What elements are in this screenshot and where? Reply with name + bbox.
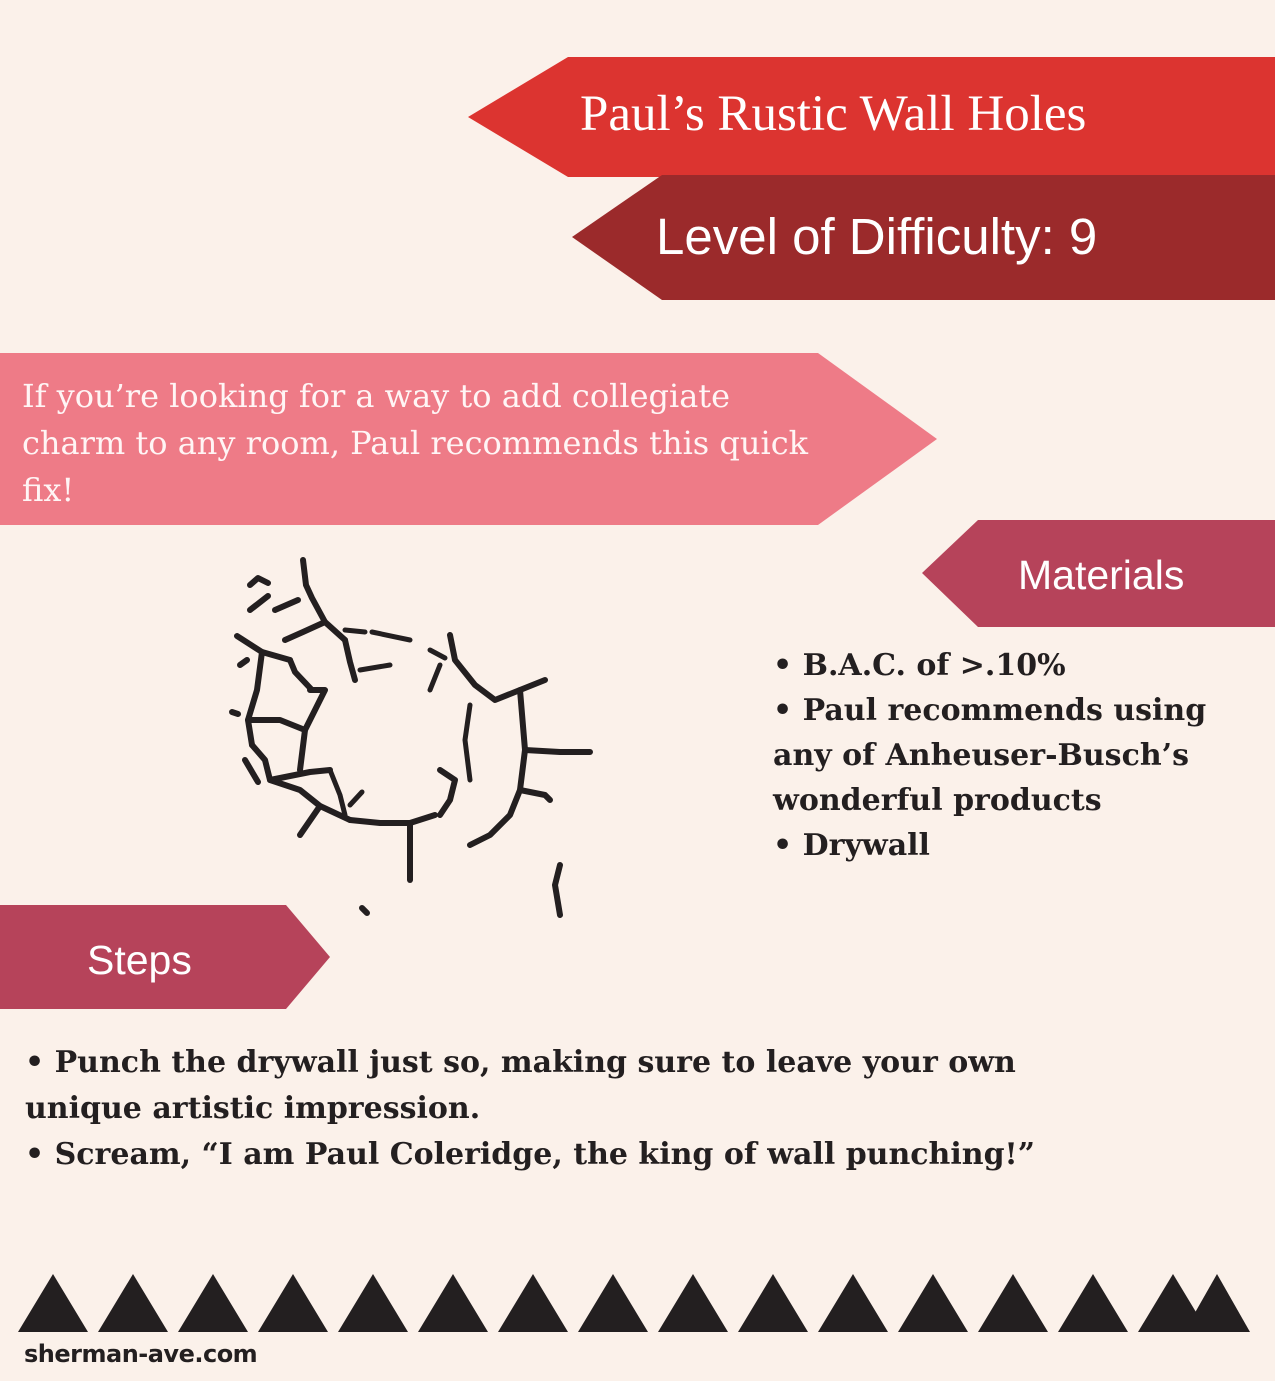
materials-heading: Materials [1018, 552, 1185, 598]
page-title: Paul’s Rustic Wall Holes [580, 86, 1087, 142]
triangle-icon [1184, 1274, 1250, 1332]
wall-hole-illustration [220, 555, 600, 925]
title-banner: Paul’s Rustic Wall Holes [468, 57, 1275, 177]
triangle-icon [258, 1274, 328, 1332]
triangle-icon [178, 1274, 248, 1332]
triangle-icon [98, 1274, 168, 1332]
steps-heading: Steps [87, 937, 192, 983]
triangle-icon [1058, 1274, 1128, 1332]
triangle-icon [818, 1274, 888, 1332]
list-item: • Punch the drywall just so, making sure… [25, 1045, 1016, 1126]
difficulty-banner: Level of Difficulty: 9 [572, 175, 1275, 300]
steps-banner: Steps [0, 905, 330, 1009]
intro-banner: If you’re looking for a way to add colle… [0, 353, 937, 525]
list-item: • Scream, “I am Paul Coleridge, the king… [25, 1137, 1035, 1172]
triangle-icon [18, 1274, 88, 1332]
triangle-icon [978, 1274, 1048, 1332]
triangle-icon [1138, 1274, 1208, 1332]
triangle-icon [738, 1274, 808, 1332]
difficulty-banner-shape [572, 175, 1275, 300]
title-banner-shape [468, 57, 1275, 177]
list-item: • Drywall [773, 828, 930, 863]
difficulty-label: Level of Difficulty: 9 [656, 208, 1098, 265]
triangle-icon [498, 1274, 568, 1332]
steps-banner-shape [0, 905, 330, 1009]
materials-list: • B.A.C. of >.10% • Paul recommends usin… [773, 643, 1268, 868]
footer-site-url: sherman-ave.com [24, 1340, 258, 1368]
triangle-icon [898, 1274, 968, 1332]
triangle-icon [658, 1274, 728, 1332]
list-item: • B.A.C. of >.10% [773, 648, 1066, 683]
steps-list: • Punch the drywall just so, making sure… [25, 1040, 1055, 1178]
triangle-icon [418, 1274, 488, 1332]
triangle-icon [338, 1274, 408, 1332]
triangle-border [0, 1270, 1275, 1336]
materials-banner: Materials [922, 520, 1275, 627]
triangle-icon [578, 1274, 648, 1332]
materials-banner-shape [922, 520, 1275, 627]
list-item: • Paul recommends using any of Anheuser-… [773, 693, 1207, 818]
intro-text: If you’re looking for a way to add colle… [22, 377, 809, 509]
intro-banner-shape [0, 353, 937, 525]
